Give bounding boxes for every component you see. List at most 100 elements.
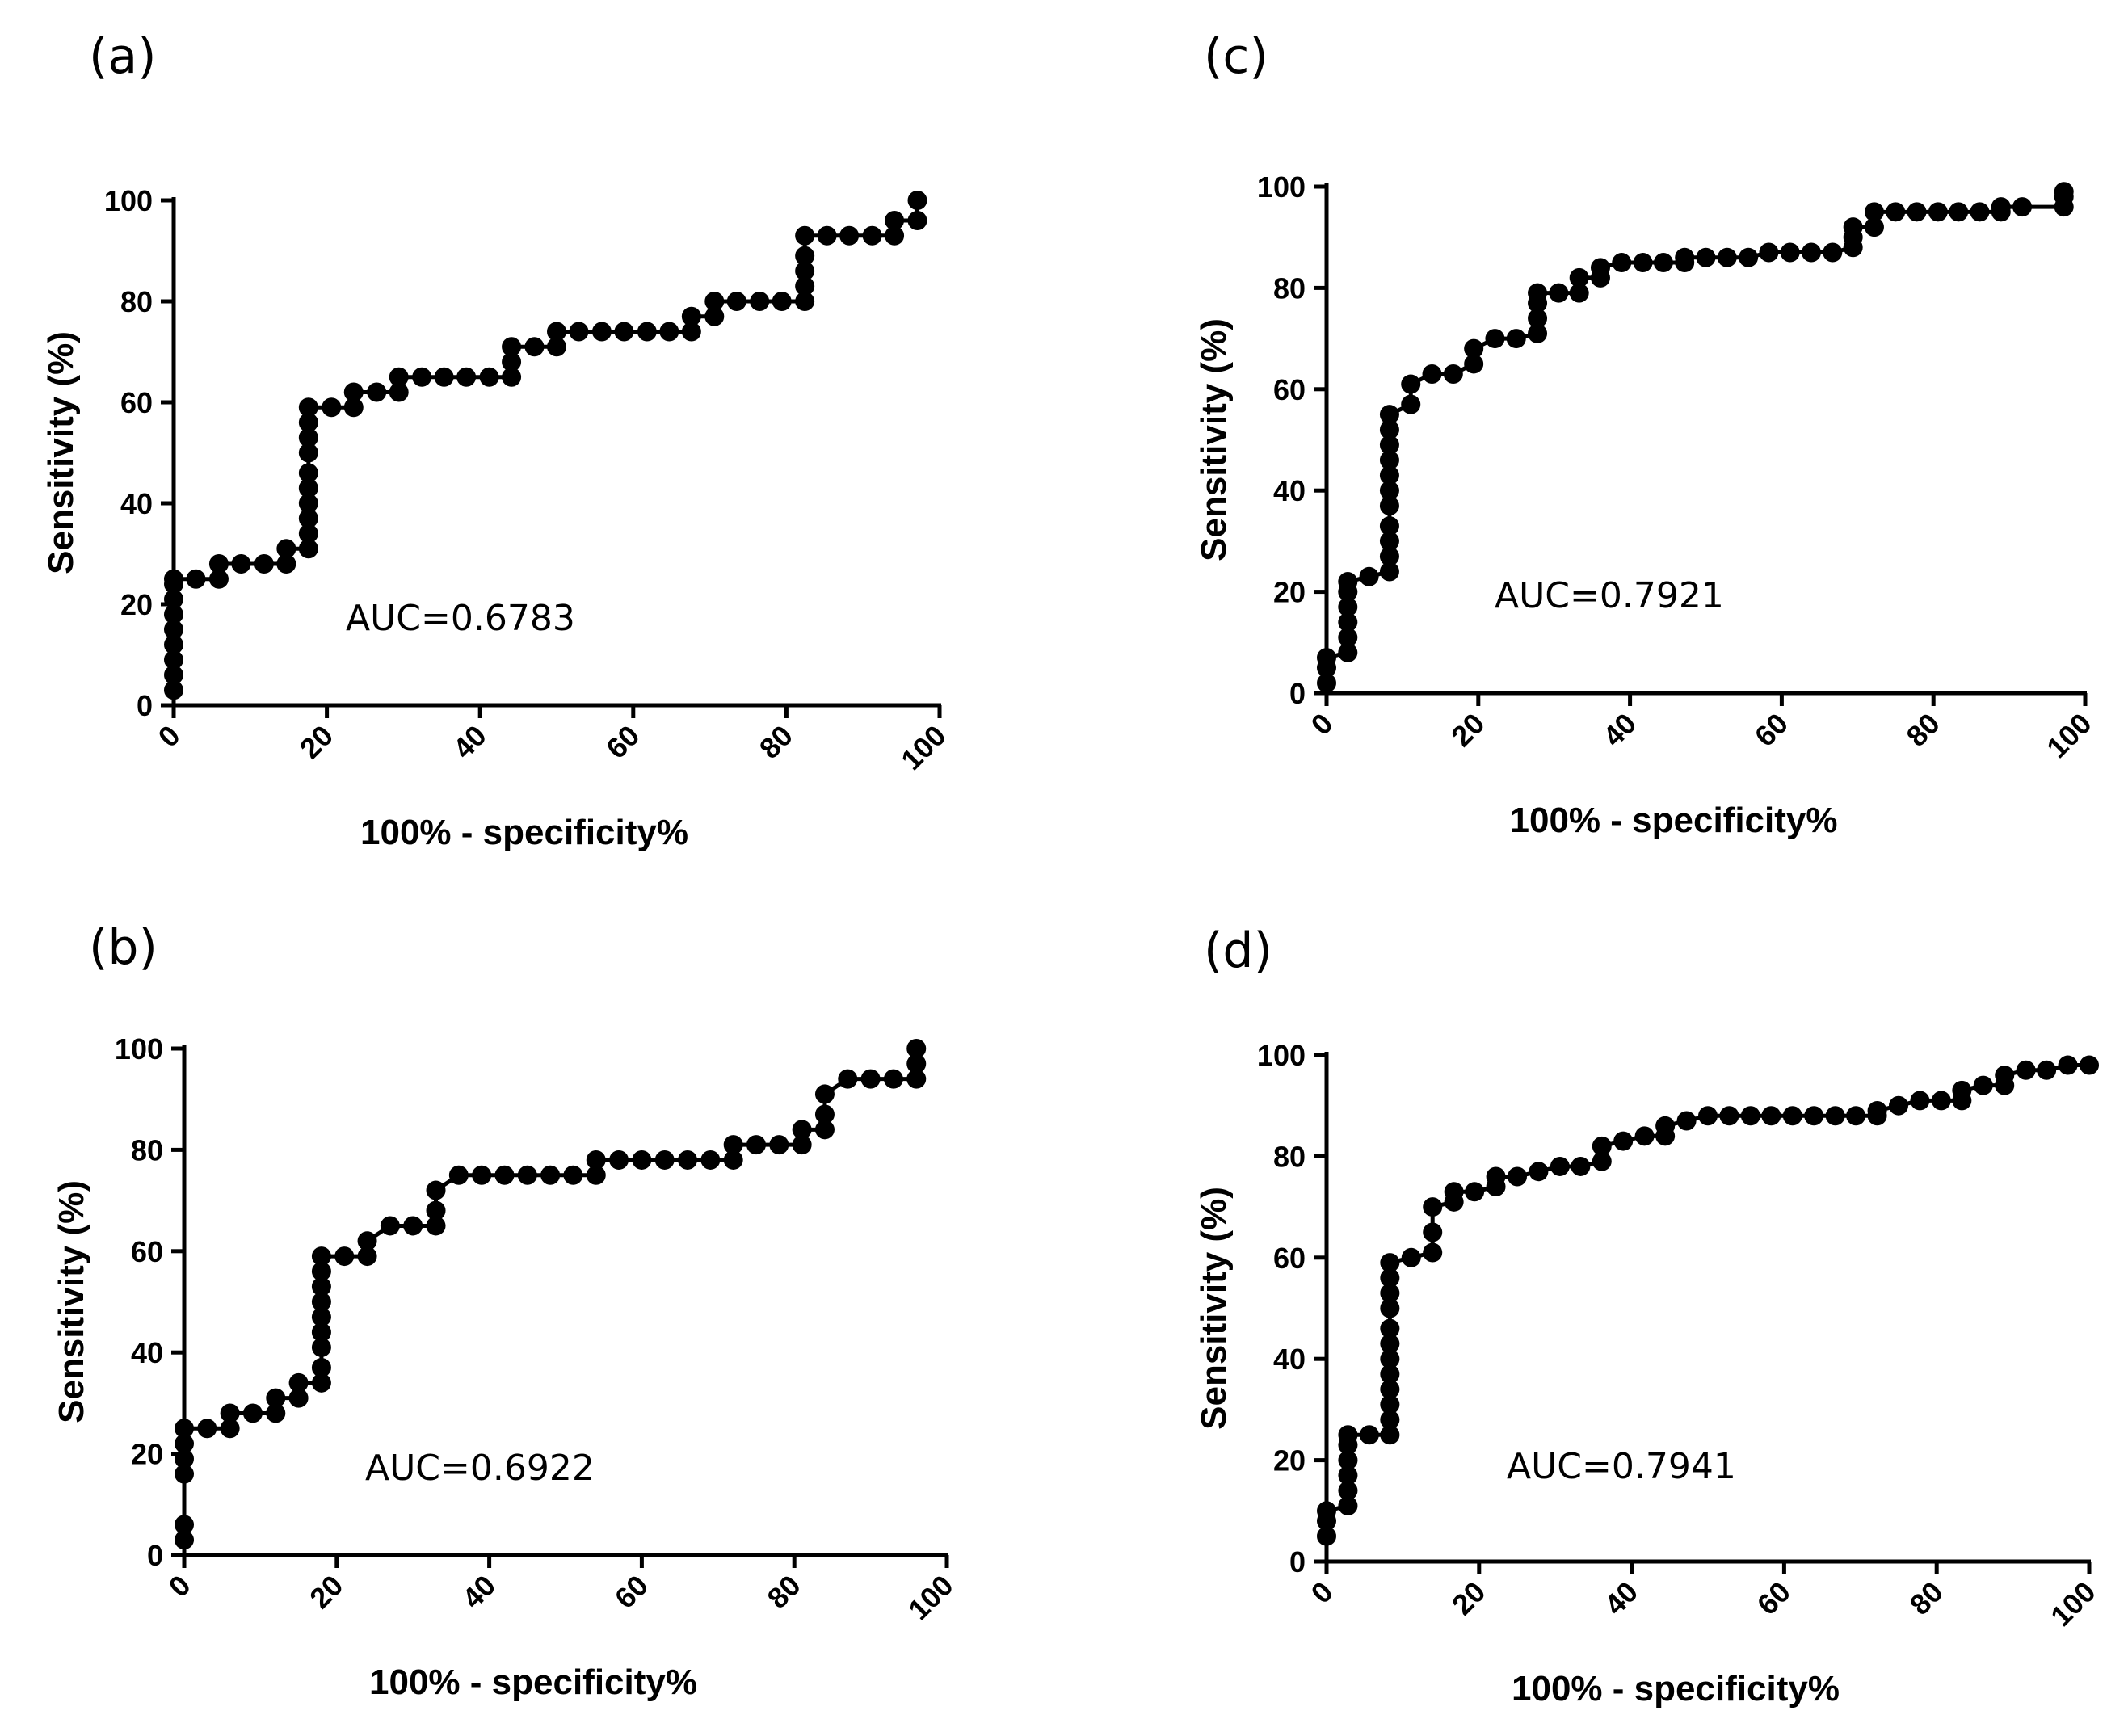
roc-point: [795, 276, 815, 296]
roc-point: [1401, 1247, 1421, 1267]
roc-point: [1759, 242, 1779, 263]
x-tick-label: 40: [447, 719, 493, 765]
roc-point: [1634, 1126, 1655, 1146]
x-tick-label: 40: [456, 1569, 502, 1615]
auc-annotation: AUC=0.7921: [1495, 575, 1724, 616]
y-axis-title: Sensitivity (%): [1194, 318, 1234, 561]
x-tick-label: 20: [1445, 1575, 1491, 1621]
roc-point: [1698, 1106, 1718, 1126]
roc-point: [704, 306, 725, 326]
roc-point: [860, 1069, 881, 1089]
y-tick-label: 60: [120, 386, 153, 419]
roc-point: [1782, 1106, 1802, 1126]
roc-point: [907, 211, 927, 230]
roc-point: [1380, 1253, 1400, 1273]
roc-point: [524, 337, 545, 357]
x-tick-label: 0: [1305, 1575, 1339, 1610]
roc-point: [1379, 481, 1399, 501]
roc-point: [242, 1403, 263, 1423]
roc-point: [1317, 1526, 1336, 1546]
auc-annotation: AUC=0.6783: [346, 598, 575, 639]
roc-point: [1864, 217, 1884, 237]
x-tick-label: 80: [1903, 1575, 1949, 1621]
roc-point: [311, 1276, 331, 1297]
roc-point: [1338, 597, 1358, 617]
y-tick-label: 20: [131, 1438, 163, 1471]
x-tick-label: 0: [162, 1569, 197, 1604]
x-axis-title: 100% - specificity%: [1512, 1669, 1840, 1709]
roc-point: [1379, 435, 1399, 455]
roc-point: [637, 322, 657, 342]
roc-point: [343, 397, 364, 418]
roc-point: [502, 367, 522, 387]
roc-point: [678, 1150, 698, 1170]
roc-point: [1928, 202, 1948, 222]
y-tick-label: 0: [137, 689, 153, 722]
roc-point: [1423, 1242, 1443, 1263]
roc-point: [1380, 1379, 1400, 1399]
roc-point: [1612, 253, 1632, 273]
roc-point: [186, 569, 206, 589]
roc-point: [1843, 217, 1863, 237]
x-tick-label: 20: [293, 719, 339, 765]
roc-point: [311, 1358, 331, 1378]
roc-point: [746, 1135, 766, 1155]
panel-label: (b): [89, 919, 158, 976]
roc-point: [1317, 673, 1336, 693]
roc-point: [426, 1200, 446, 1221]
roc-point: [1740, 1106, 1760, 1126]
roc-point: [547, 322, 566, 342]
y-tick-label: 0: [147, 1539, 163, 1572]
roc-point: [1931, 1091, 1951, 1111]
x-tick-label: 60: [1751, 1575, 1797, 1621]
roc-point: [479, 367, 499, 387]
roc-point: [311, 1261, 331, 1281]
roc-point: [1864, 202, 1884, 222]
roc-point: [175, 1515, 194, 1535]
roc-point: [1508, 1166, 1527, 1187]
roc-point: [517, 1165, 537, 1185]
roc-point: [412, 367, 432, 387]
roc-point: [380, 1216, 400, 1236]
roc-point: [231, 554, 251, 574]
chart-panel-a: (a) 0 20 40 60 80 100 0 20 40 60 80 100 100% - specif…: [41, 28, 953, 852]
roc-point: [1633, 253, 1653, 273]
x-tick-label: 0: [1305, 707, 1339, 742]
roc-point: [1719, 1106, 1739, 1126]
roc-point: [1380, 1394, 1400, 1414]
roc-point: [1379, 546, 1399, 566]
chart-panel-b: (b) 0 20 40 60 80 100 0 20 40 60 80 100 100% - specif…: [52, 919, 960, 1702]
roc-point: [448, 1165, 469, 1185]
roc-point: [298, 413, 318, 432]
roc-point: [389, 382, 409, 402]
roc-point: [681, 306, 701, 326]
roc-point: [1889, 1095, 1908, 1116]
roc-point: [1317, 648, 1336, 668]
roc-point: [434, 367, 454, 387]
roc-point: [1401, 394, 1421, 414]
roc-point: [1379, 496, 1399, 516]
roc-point: [1802, 242, 1822, 263]
roc-point: [862, 225, 882, 246]
roc-point: [1380, 1349, 1400, 1369]
roc-point: [1338, 1481, 1358, 1501]
roc-point: [795, 225, 815, 246]
roc-point: [298, 397, 318, 418]
roc-point: [208, 554, 229, 574]
roc-point: [1380, 1410, 1400, 1430]
roc-point: [1380, 1334, 1400, 1354]
roc-point: [614, 322, 634, 342]
roc-point: [502, 337, 522, 357]
x-axis-title: 100% - specificity%: [360, 813, 688, 852]
roc-point: [723, 1135, 743, 1155]
roc-point: [164, 635, 183, 654]
roc-point: [1380, 1298, 1400, 1318]
roc-point: [164, 589, 183, 609]
roc-point: [164, 680, 183, 700]
roc-point: [1952, 1080, 1972, 1100]
roc-point: [220, 1403, 240, 1423]
roc-point: [1338, 1465, 1358, 1486]
roc-point: [298, 427, 318, 448]
roc-point: [1613, 1131, 1634, 1151]
y-tick-label: 0: [1289, 1545, 1306, 1578]
